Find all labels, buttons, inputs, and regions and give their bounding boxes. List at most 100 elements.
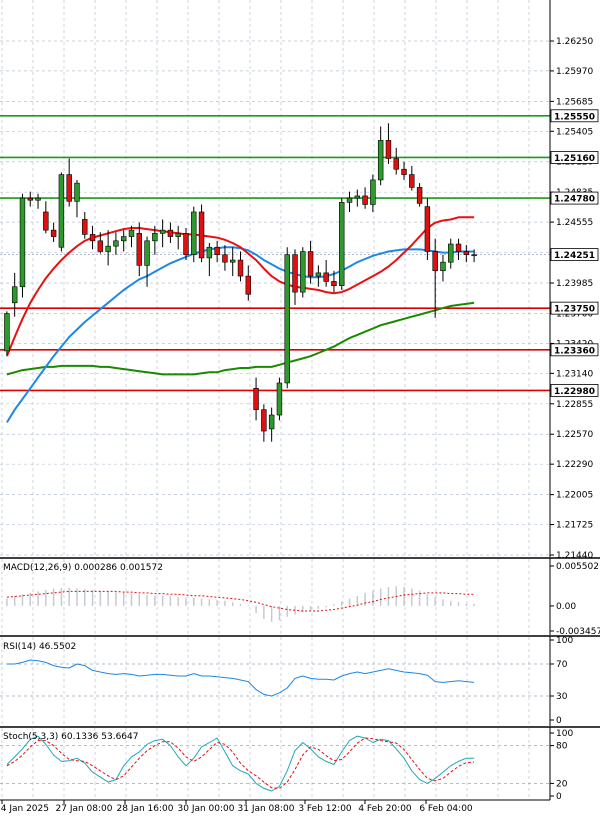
price-panel[interactable]: 1.262501.259701.256851.254051.251201.248… xyxy=(0,0,599,561)
candle-body xyxy=(385,140,392,159)
macd-tick-label: -0.003457 xyxy=(556,627,600,637)
candle-body xyxy=(377,140,384,181)
candle-body xyxy=(354,195,361,199)
stoch-tick-label: 80 xyxy=(556,742,568,752)
candle-body xyxy=(222,254,228,263)
stochastic-panel[interactable]: Stoch(5,3,3) 60.1336 53.6647 100 80 20 0 xyxy=(0,726,600,802)
candle-body xyxy=(152,233,158,242)
rsi-tick-label: 0 xyxy=(556,716,562,726)
candle-body xyxy=(66,174,72,202)
candle-body xyxy=(50,229,57,237)
candle-body xyxy=(370,179,376,205)
candle-body xyxy=(105,245,111,252)
candle-body xyxy=(206,246,213,259)
candle-body xyxy=(214,246,220,256)
macd-grid xyxy=(1,559,530,635)
candle-body xyxy=(261,409,267,432)
candle-body xyxy=(237,259,244,277)
candle-body xyxy=(448,243,454,263)
rsi-label: RSI(14) 46.5502 xyxy=(3,642,76,652)
candle-body xyxy=(11,286,18,304)
candle-body xyxy=(331,281,337,287)
candle-body xyxy=(128,229,135,237)
level-tag-box xyxy=(550,151,599,164)
macd-panel[interactable]: MACD(12,26,9) 0.000286 0.001572 0.005502… xyxy=(0,557,600,637)
candle-body xyxy=(284,254,290,384)
macd-signal-path xyxy=(6,590,475,612)
macd-tick-label: 0.00 xyxy=(556,602,576,612)
rsi-tick-label: 30 xyxy=(556,692,568,702)
level-price-tags: 1.25550 1.25160 1.24780 1.23750 1.23360 1.229… xyxy=(550,109,599,397)
stoch-tick-label: 20 xyxy=(556,779,568,789)
level-tag-label: 1.23360 xyxy=(554,346,595,356)
price-tick-label: 1.22290 xyxy=(556,460,593,470)
candle-body xyxy=(191,211,197,256)
candle-body xyxy=(393,158,399,170)
candle-body xyxy=(120,236,127,242)
rsi-tick-label: 70 xyxy=(556,660,568,670)
candle-body xyxy=(424,206,431,252)
rsi-panel[interactable]: RSI(14) 46.5502 100 70 30 0 xyxy=(0,635,600,726)
price-tick-label: 1.25405 xyxy=(556,127,593,137)
macd-label: MACD(12,26,9) 0.000286 0.001572 xyxy=(3,563,163,573)
time-tick-label: 27 Jan 08:00 xyxy=(56,804,113,814)
candle-body xyxy=(4,313,10,352)
stoch-d-path xyxy=(6,737,475,789)
price-tick-label: 1.26250 xyxy=(556,37,593,47)
price-tick-label: 1.23985 xyxy=(556,279,593,289)
candle-body xyxy=(245,275,252,295)
time-tick-label: 4 Feb 20:00 xyxy=(358,804,412,814)
candle-body xyxy=(144,240,150,266)
candle-body xyxy=(292,254,298,293)
ma-red-line xyxy=(5,216,475,357)
candles xyxy=(4,123,477,442)
candle-body xyxy=(463,251,470,256)
level-tag-label: 1.22980 xyxy=(554,387,595,397)
candle-body xyxy=(323,272,329,282)
level-tag-box xyxy=(550,343,599,357)
price-tick-label: 1.25685 xyxy=(556,97,593,107)
price-tick-label: 1.22005 xyxy=(556,491,593,501)
candle-body xyxy=(471,254,477,257)
price-grid xyxy=(0,0,550,557)
stoch-tick-label: 0 xyxy=(556,792,562,802)
time-tick-label: 28 Jan 16:00 xyxy=(117,804,174,814)
candle-body xyxy=(401,168,407,175)
candle-body xyxy=(58,174,65,248)
price-tick-label: 1.21440 xyxy=(556,551,593,561)
stoch-label: Stoch(5,3,3) 60.1336 53.6647 xyxy=(3,732,138,742)
level-tag-box xyxy=(550,301,599,315)
rsi-axis-ticks: 100 70 30 0 xyxy=(550,636,573,726)
macd-histogram xyxy=(6,586,475,622)
level-tag-box xyxy=(550,384,599,397)
stoch-k-path xyxy=(6,735,475,792)
rsi-grid xyxy=(0,637,550,726)
macd-signal-line xyxy=(6,590,475,612)
candle-body xyxy=(339,202,345,287)
ma-green-line xyxy=(6,301,475,376)
candle-body xyxy=(346,197,353,203)
candle-body xyxy=(229,259,236,263)
candle-body xyxy=(198,211,205,259)
price-levels xyxy=(0,114,550,392)
candle-body xyxy=(159,229,166,234)
stochastic-lines xyxy=(6,735,475,792)
time-tick-label: 3 Feb 12:00 xyxy=(298,804,352,814)
candle-body xyxy=(43,211,49,231)
level-tag-box xyxy=(550,109,599,123)
candle-body xyxy=(409,174,415,188)
candle-body xyxy=(82,219,88,235)
candle-body xyxy=(175,233,181,237)
price-tick-label: 1.24555 xyxy=(556,218,593,228)
level-tag-label: 1.24780 xyxy=(554,195,595,205)
price-tick-label: 1.22855 xyxy=(556,400,593,410)
candle-body xyxy=(19,197,26,288)
rsi-line xyxy=(6,659,475,697)
price-tick-label: 1.21725 xyxy=(556,521,593,531)
candle-body xyxy=(362,195,368,205)
candle-body xyxy=(307,251,314,277)
candle-body xyxy=(35,197,41,201)
time-tick-label: 30 Jan 00:00 xyxy=(178,804,235,814)
time-axis-labels: 24 Jan 2025 27 Jan 08:00 28 Jan 16:00 30 Ja… xyxy=(0,800,473,814)
